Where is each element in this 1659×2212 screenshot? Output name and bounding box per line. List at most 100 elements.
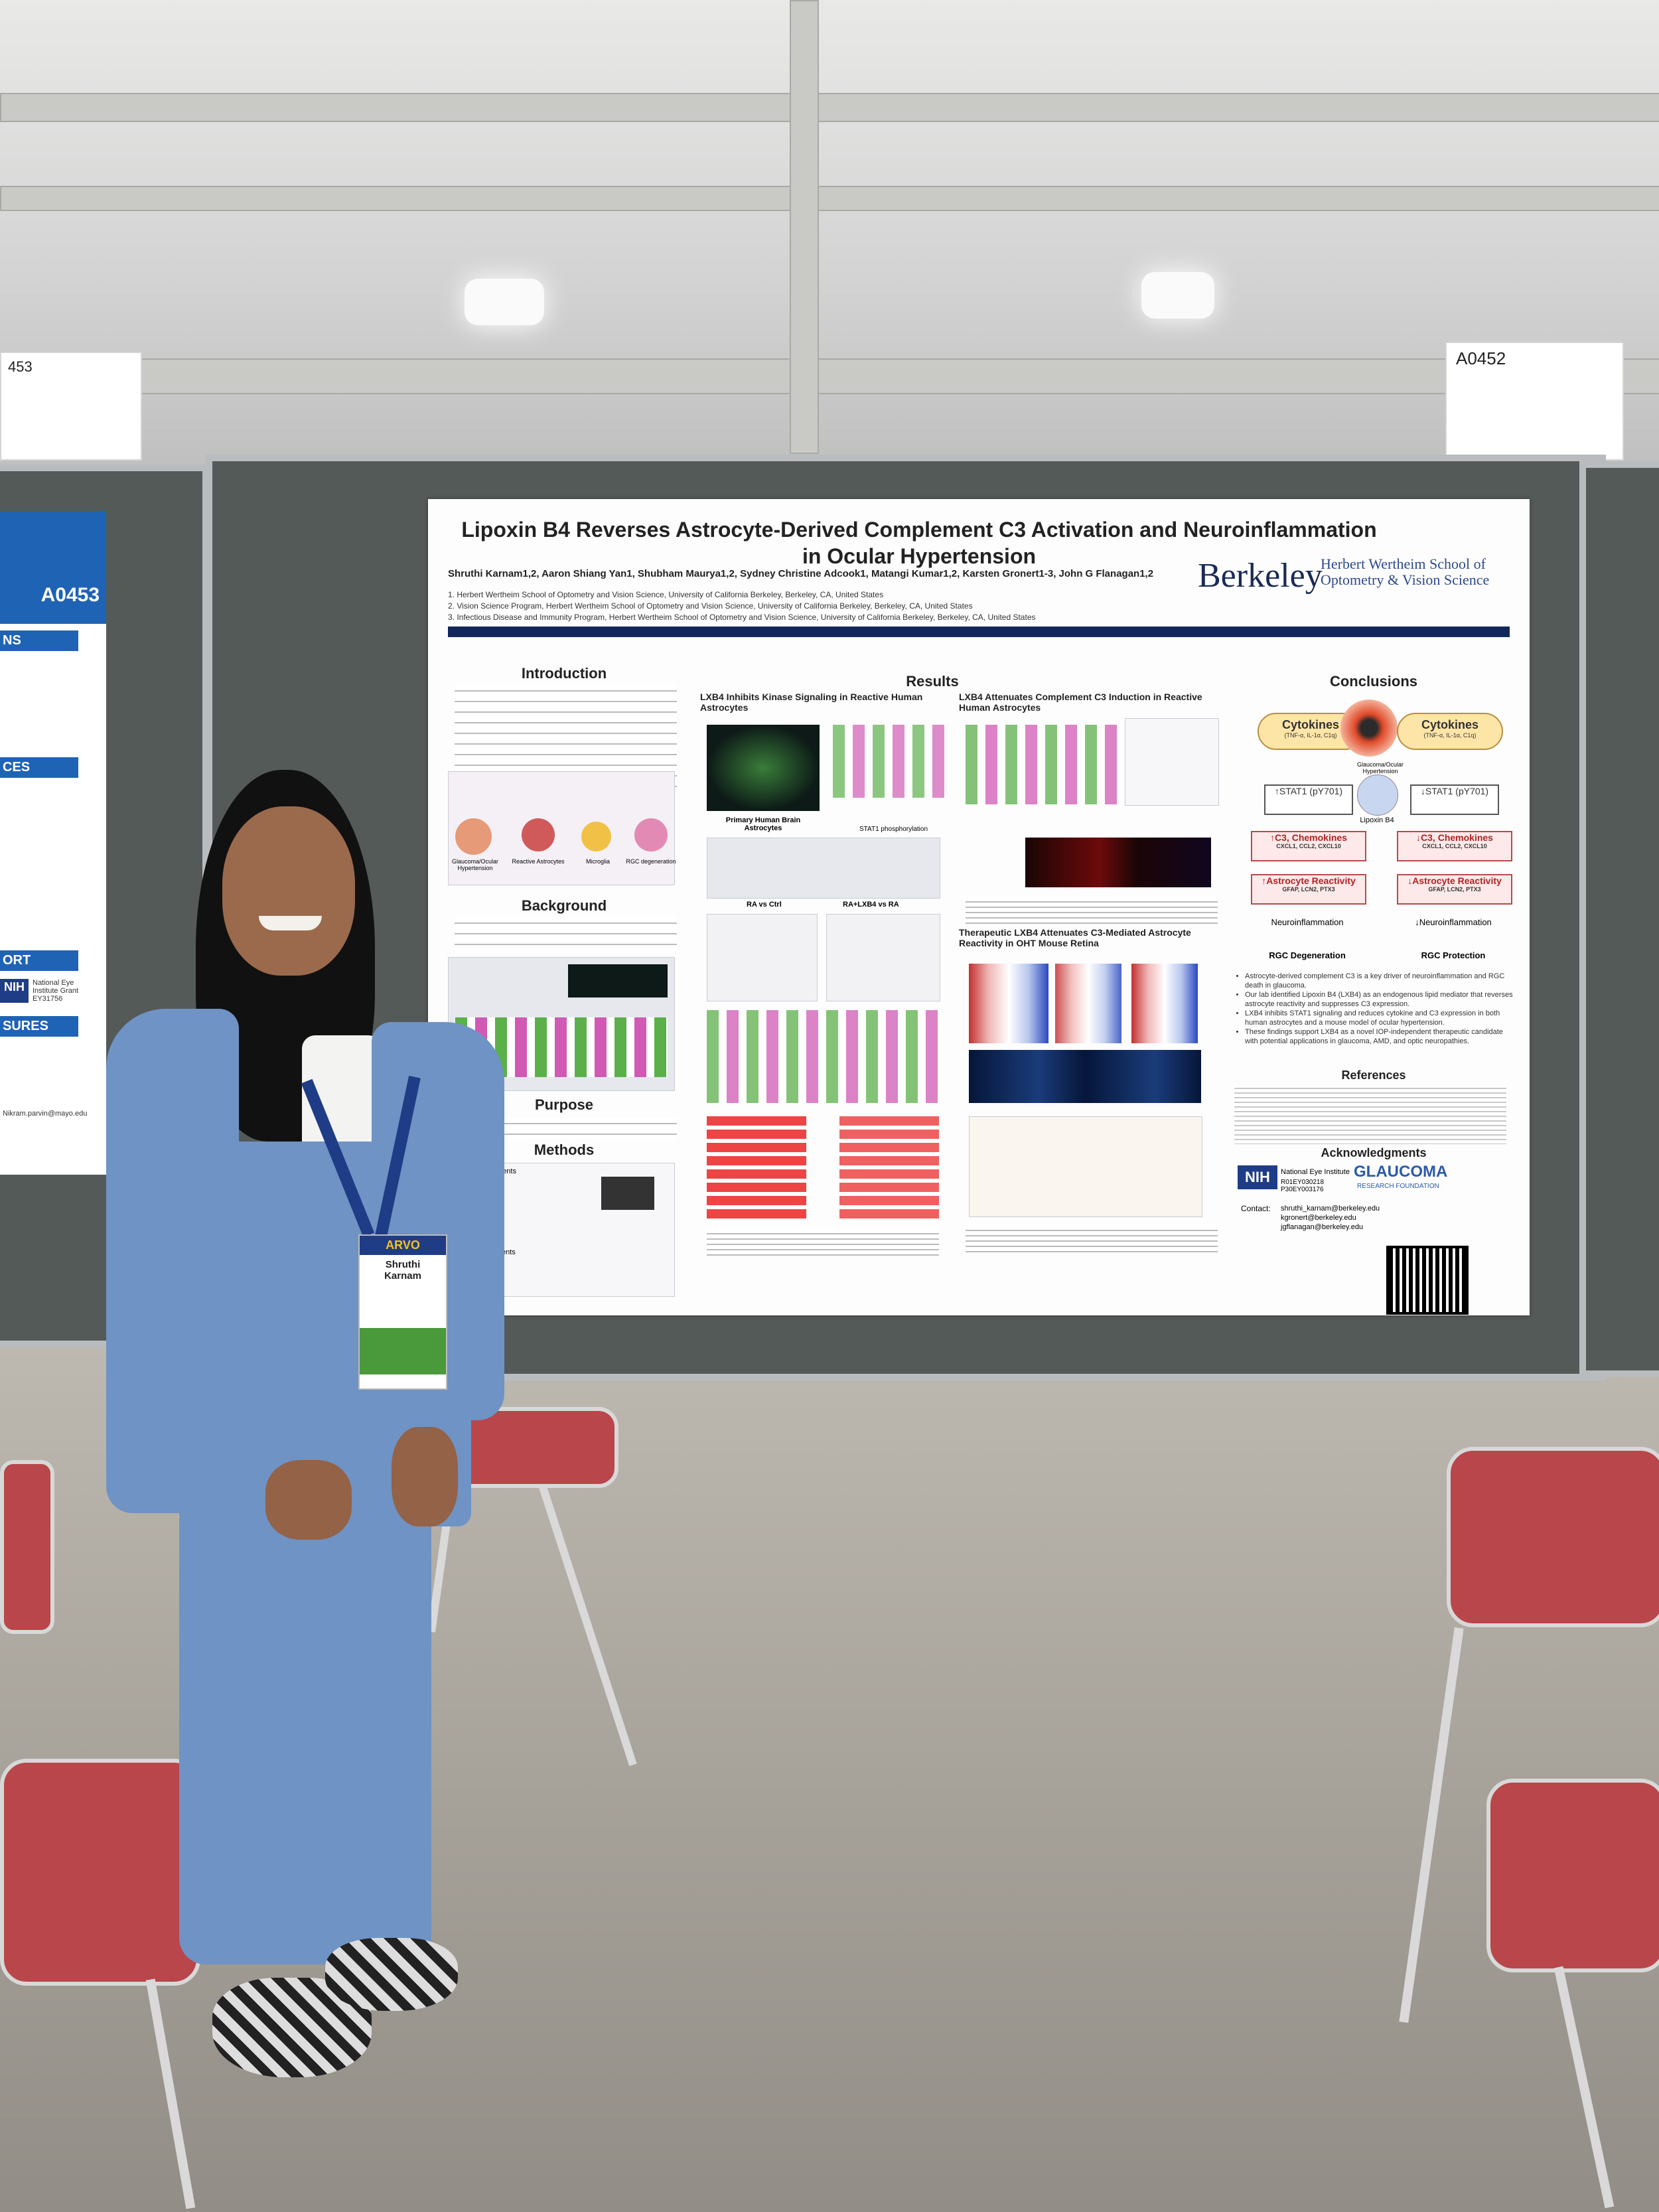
chemokine-bar-charts [707,1010,939,1103]
reactivity-down-label: ↓Astrocyte Reactivity [1407,875,1502,886]
reactivity-up-sub: GFAP, LCN2, PTX3 [1282,886,1335,893]
chair-back [1447,1447,1659,1627]
nei-label: National Eye Institute [1281,1168,1350,1176]
intro-fig-label: Glaucoma/Ocular Hypertension [451,858,499,871]
glaucoma-eye-icon [1340,700,1398,757]
badge-ribbon [360,1328,446,1374]
poster-title: Lipoxin B4 Reverses Astrocyte-Derived Co… [448,516,1390,569]
results-caption [707,1229,939,1256]
badge-last-name: Karnam [384,1270,421,1282]
sign-left: 453 [0,352,142,461]
volcano-plot [707,914,818,1001]
cytokines-right-pill: Cytokines (TNF-α, IL-1α, C1q) [1397,713,1503,750]
ceiling-structure [0,0,1659,465]
retina-immunostaining [969,1050,1201,1103]
conclusion-point: These findings support LXB4 as a novel I… [1245,1027,1517,1046]
person-hand [392,1427,458,1526]
poster-board-right [1579,461,1659,1377]
person-face [222,806,355,976]
berkeley-logo: Berkeley [1198,557,1323,595]
lipoxin-label: Lipoxin B4 [1360,816,1394,824]
acknowledgments-heading: Acknowledgments [1321,1146,1427,1159]
neighbour-grant: National Eye Institute Grant EY31756 [33,979,79,1003]
rgc-protection: RGC Protection [1421,950,1486,960]
poster-authors: Shruthi Karnam1,2, Aaron Shiang Yan1, Sh… [448,568,1154,579]
contact-emails: shruthi_karnam@berkeley.edu kgronert@ber… [1281,1204,1380,1232]
name-badge: ARVO Shruthi Karnam [358,1234,447,1390]
c3-down-box: ↓C3, Chemokines CXCL1, CCL2, CXCL10 [1397,831,1512,861]
neuroinflammation-left: Neuroinflammation [1271,917,1344,927]
heatmap [1055,964,1121,1043]
chair-seat [1486,1779,1659,1972]
neighbour-section: ORT [0,950,78,971]
poster-title-line: in Ocular Hypertension [802,544,1037,568]
person-smile [259,916,322,930]
volcano-plot [826,914,940,1001]
microscopy-panel [568,964,668,997]
ceiling-beam [0,358,1659,394]
references-heading: References [1341,1069,1406,1082]
complement-pathway-diagram [1125,718,1219,806]
complement-bar-charts [966,725,1118,804]
introduction-heading: Introduction [521,665,607,682]
gfap-c3-quantification [969,1116,1202,1217]
background-text-block [455,917,677,950]
sign-right: A0452 [1445,342,1624,461]
background-heading: Background [521,897,607,914]
heatmap [1131,964,1198,1043]
pathway-bar-chart [839,1116,939,1222]
pca-plot [707,838,940,899]
purpose-heading: Purpose [534,1096,594,1113]
stat1-up-box: ↑STAT1 (pY701) [1264,784,1353,815]
badge-event: ARVO [360,1236,446,1255]
heatmap [969,964,1048,1043]
chair-seat [0,1759,200,1986]
stat1-bar-chart [833,725,946,798]
badge-first-name: Shruthi [385,1259,421,1270]
glaucoma-label: Glaucoma/Ocular Hypertension [1356,761,1404,774]
poster-affiliations: 1. Herbert Wertheim School of Optometry … [448,589,1198,623]
person-shoe [325,1938,458,2011]
glaucoma-logo-sub: RESEARCH FOUNDATION [1357,1183,1439,1190]
ceiling-column [790,0,819,454]
volcano-ralxb-label: RA+LXB4 vs RA [843,901,899,909]
neighbour-nih-logo: NIH [0,979,29,1003]
conclusion-point: Our lab identified Lipoxin B4 (LXB4) as … [1245,990,1517,1009]
results-therapeutic-heading: Therapeutic LXB4 Attenuates C3-Mediated … [959,927,1191,948]
school-logo-text: Herbert Wertheim School of Optometry & V… [1321,555,1490,588]
neighbour-poster: A0453 NS CES ORT NIH National Eye Instit… [0,511,106,1175]
person-hand [265,1460,352,1540]
conclusion-point: Astrocyte-derived complement C3 is a key… [1245,972,1517,990]
methods-heading: Methods [534,1142,595,1158]
astrocyte-illustration [522,818,555,851]
results-heading: Results [906,673,959,690]
ceiling-beam [0,186,1659,211]
rgc-degeneration: RGC Degeneration [1269,950,1346,960]
complement-caption [966,897,1218,924]
sequencer-illustration [601,1177,654,1210]
ceiling-beam [0,93,1659,122]
neighbour-poster-number: A0453 [0,511,106,624]
neighbour-section: NS [0,630,78,651]
therapeutic-caption [966,1226,1218,1252]
cytokines-label: Cytokines [1281,718,1340,731]
neuroinflammation-right: ↓Neuroinflammation [1415,917,1492,927]
results-kinase-heading: LXB4 Inhibits Kinase Signaling in Reacti… [700,692,923,713]
neighbour-email: Nikram.parvin@mayo.edu [3,1110,88,1118]
stat1-label: STAT1 phosphorylation [859,826,928,833]
contact-email: shruthi_karnam@berkeley.edu [1281,1205,1380,1213]
contact-label: Contact: [1241,1204,1271,1213]
reactivity-down-box: ↓Astrocyte Reactivity GFAP, LCN2, PTX3 [1397,874,1512,905]
c3-up-sub: CXCL1, CCL2, CXCL10 [1276,843,1341,849]
sign-right-number: A0452 [1456,348,1506,368]
intro-fig-label: RGC degeneration [626,858,676,865]
reactivity-up-box: ↑Astrocyte Reactivity GFAP, LCN2, PTX3 [1251,874,1366,905]
lipoxin-molecule-icon [1357,774,1398,816]
c3-up-box: ↑C3, Chemokines CXCL1, CCL2, CXCL10 [1251,831,1366,861]
chair-back [0,1460,54,1634]
reactivity-up-label: ↑Astrocyte Reactivity [1262,875,1356,886]
poster-title-line: Lipoxin B4 Reverses Astrocyte-Derived Co… [461,518,1377,542]
eye-illustration [455,818,492,855]
ceiling-light [1141,272,1214,319]
affiliation: 3. Infectious Disease and Immunity Progr… [448,613,1036,622]
